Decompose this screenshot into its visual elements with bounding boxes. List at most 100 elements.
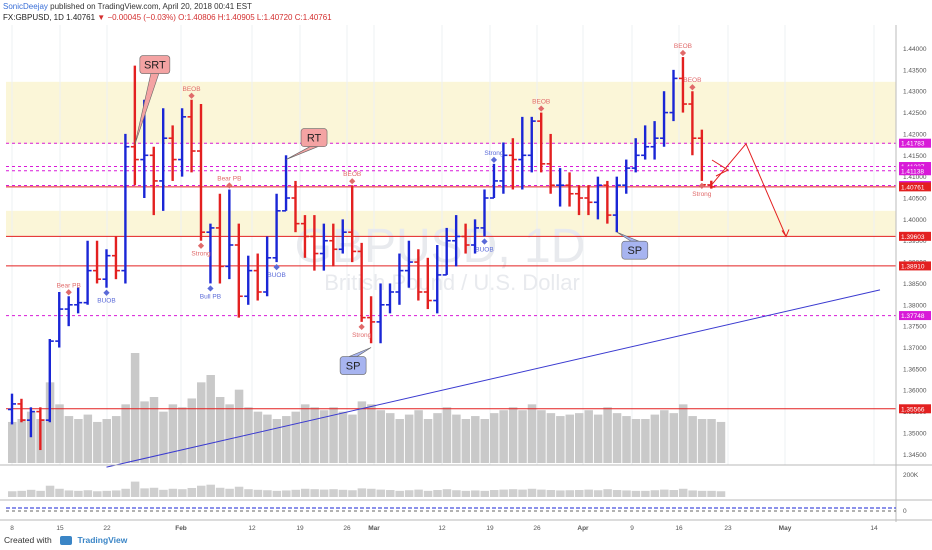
volume-bar bbox=[678, 404, 688, 463]
signal-label: Strong bbox=[191, 251, 211, 258]
ohlc-bar bbox=[168, 125, 177, 181]
volume-pane-bar bbox=[461, 490, 471, 497]
level-price-label: 1.38910 bbox=[899, 261, 931, 271]
tradingview-brand[interactable]: TradingView bbox=[77, 535, 128, 545]
signal-label: Strong bbox=[692, 191, 712, 198]
volume-bar bbox=[329, 407, 338, 463]
time-tick-label: 8 bbox=[10, 525, 14, 532]
ohlc-bar bbox=[433, 245, 442, 314]
volume-bar bbox=[310, 407, 319, 463]
volume-axis-label: 200K bbox=[903, 472, 919, 479]
signal-diamond-icon bbox=[358, 323, 365, 331]
ohlc-bar bbox=[357, 242, 366, 322]
ohlc-bar bbox=[650, 121, 659, 160]
volume-pane-bar bbox=[404, 490, 414, 497]
volume-bar bbox=[650, 414, 660, 463]
volume-bar bbox=[480, 419, 489, 463]
volume-pane-bar bbox=[697, 490, 707, 497]
volume-bar bbox=[669, 413, 678, 463]
volume-pane-bar bbox=[499, 489, 508, 497]
volume-bar bbox=[121, 404, 130, 463]
volume-bar bbox=[376, 410, 386, 463]
level-price-label: 1.41783 bbox=[899, 138, 931, 148]
volume-bar bbox=[489, 413, 499, 463]
ohlc-bar bbox=[319, 223, 328, 271]
signal-diamond-icon bbox=[197, 242, 205, 249]
level-price-text: 1.38910 bbox=[901, 263, 925, 270]
volume-bar bbox=[93, 421, 102, 463]
volume-pane-bar bbox=[310, 489, 319, 497]
ohlc-bar bbox=[329, 223, 338, 267]
time-tick-label: 15 bbox=[56, 525, 64, 532]
volume-pane-bar bbox=[102, 490, 111, 497]
volume-pane-bar bbox=[518, 489, 527, 497]
volume-pane-bar bbox=[603, 489, 612, 497]
ohlc-bar bbox=[593, 176, 602, 220]
ohlc-bar bbox=[556, 168, 565, 207]
volume-pane-bar bbox=[187, 487, 197, 497]
ohlc-bar bbox=[546, 133, 555, 194]
ohlc-bar bbox=[102, 249, 111, 288]
volume-pane-bar bbox=[357, 488, 367, 497]
volume-bar bbox=[433, 413, 442, 463]
volume-bar bbox=[367, 404, 376, 463]
volume-pane-bar bbox=[631, 490, 641, 497]
price-tick-label: 1.44000 bbox=[903, 46, 927, 53]
level-price-text: 1.40761 bbox=[901, 184, 925, 191]
volume-pane-bar bbox=[225, 488, 234, 497]
volume-pane-bar bbox=[121, 488, 130, 497]
signal-label: Strong bbox=[484, 150, 504, 157]
volume-bar bbox=[225, 404, 234, 463]
volume-pane-bar bbox=[480, 490, 489, 497]
volume-bar bbox=[300, 404, 310, 463]
price-tick-label: 1.37500 bbox=[903, 324, 927, 331]
volume-bar bbox=[234, 389, 244, 463]
volume-bar bbox=[111, 416, 121, 463]
ohlc-bar bbox=[612, 176, 621, 233]
volume-bar bbox=[187, 398, 197, 463]
volume-bar bbox=[508, 407, 518, 463]
oscillator-zero-label: 0 bbox=[903, 508, 907, 515]
level-price-label: 1.40761 bbox=[899, 182, 931, 192]
ohlc-bar bbox=[527, 116, 536, 173]
callout-text: RT bbox=[307, 133, 322, 145]
ohlc-bar bbox=[518, 116, 527, 190]
volume-pane-bar bbox=[348, 490, 357, 497]
volume-bar bbox=[641, 419, 650, 463]
level-price-text: 1.39603 bbox=[901, 234, 925, 241]
time-tick-label: 19 bbox=[486, 525, 494, 532]
ohlc-bar bbox=[272, 193, 281, 263]
footer: Created with TradingView bbox=[4, 535, 128, 546]
ohlc-bar bbox=[36, 407, 45, 451]
volume-pane-bar bbox=[565, 490, 575, 497]
volume-pane-bar bbox=[8, 491, 17, 497]
callout-text: SP bbox=[346, 361, 361, 373]
time-tick-label: 16 bbox=[675, 525, 683, 532]
volume-pane-bar bbox=[140, 488, 149, 497]
price-tick-label: 1.36000 bbox=[903, 388, 927, 395]
callout-box bbox=[139, 55, 171, 74]
last-price: 1.40761 bbox=[66, 13, 96, 22]
ohlc-bar bbox=[121, 133, 130, 284]
ohlc-bar bbox=[348, 185, 357, 263]
ohlc-bar bbox=[197, 104, 205, 241]
volume-pane-bar bbox=[575, 490, 584, 497]
callout-box bbox=[621, 240, 649, 260]
ohlc-bar bbox=[234, 223, 243, 318]
ohlc-bar bbox=[206, 223, 215, 284]
ohlc-bar bbox=[149, 146, 158, 216]
volume-bar bbox=[26, 411, 36, 463]
volume-bar bbox=[622, 416, 631, 463]
level-price-box bbox=[899, 311, 931, 321]
signal-label: BEOB bbox=[532, 99, 550, 106]
ohlc-bar bbox=[575, 185, 583, 216]
volume-pane-bar bbox=[282, 490, 291, 497]
projection-path bbox=[710, 142, 787, 237]
price-tick-label: 1.40000 bbox=[903, 217, 927, 224]
author-link[interactable]: SonicDeejay bbox=[3, 2, 48, 11]
volume-pane-bar bbox=[64, 490, 74, 497]
volume-bar bbox=[603, 407, 612, 463]
level-price-label: 1.41138 bbox=[899, 166, 931, 176]
volume-pane-bar bbox=[489, 490, 499, 497]
